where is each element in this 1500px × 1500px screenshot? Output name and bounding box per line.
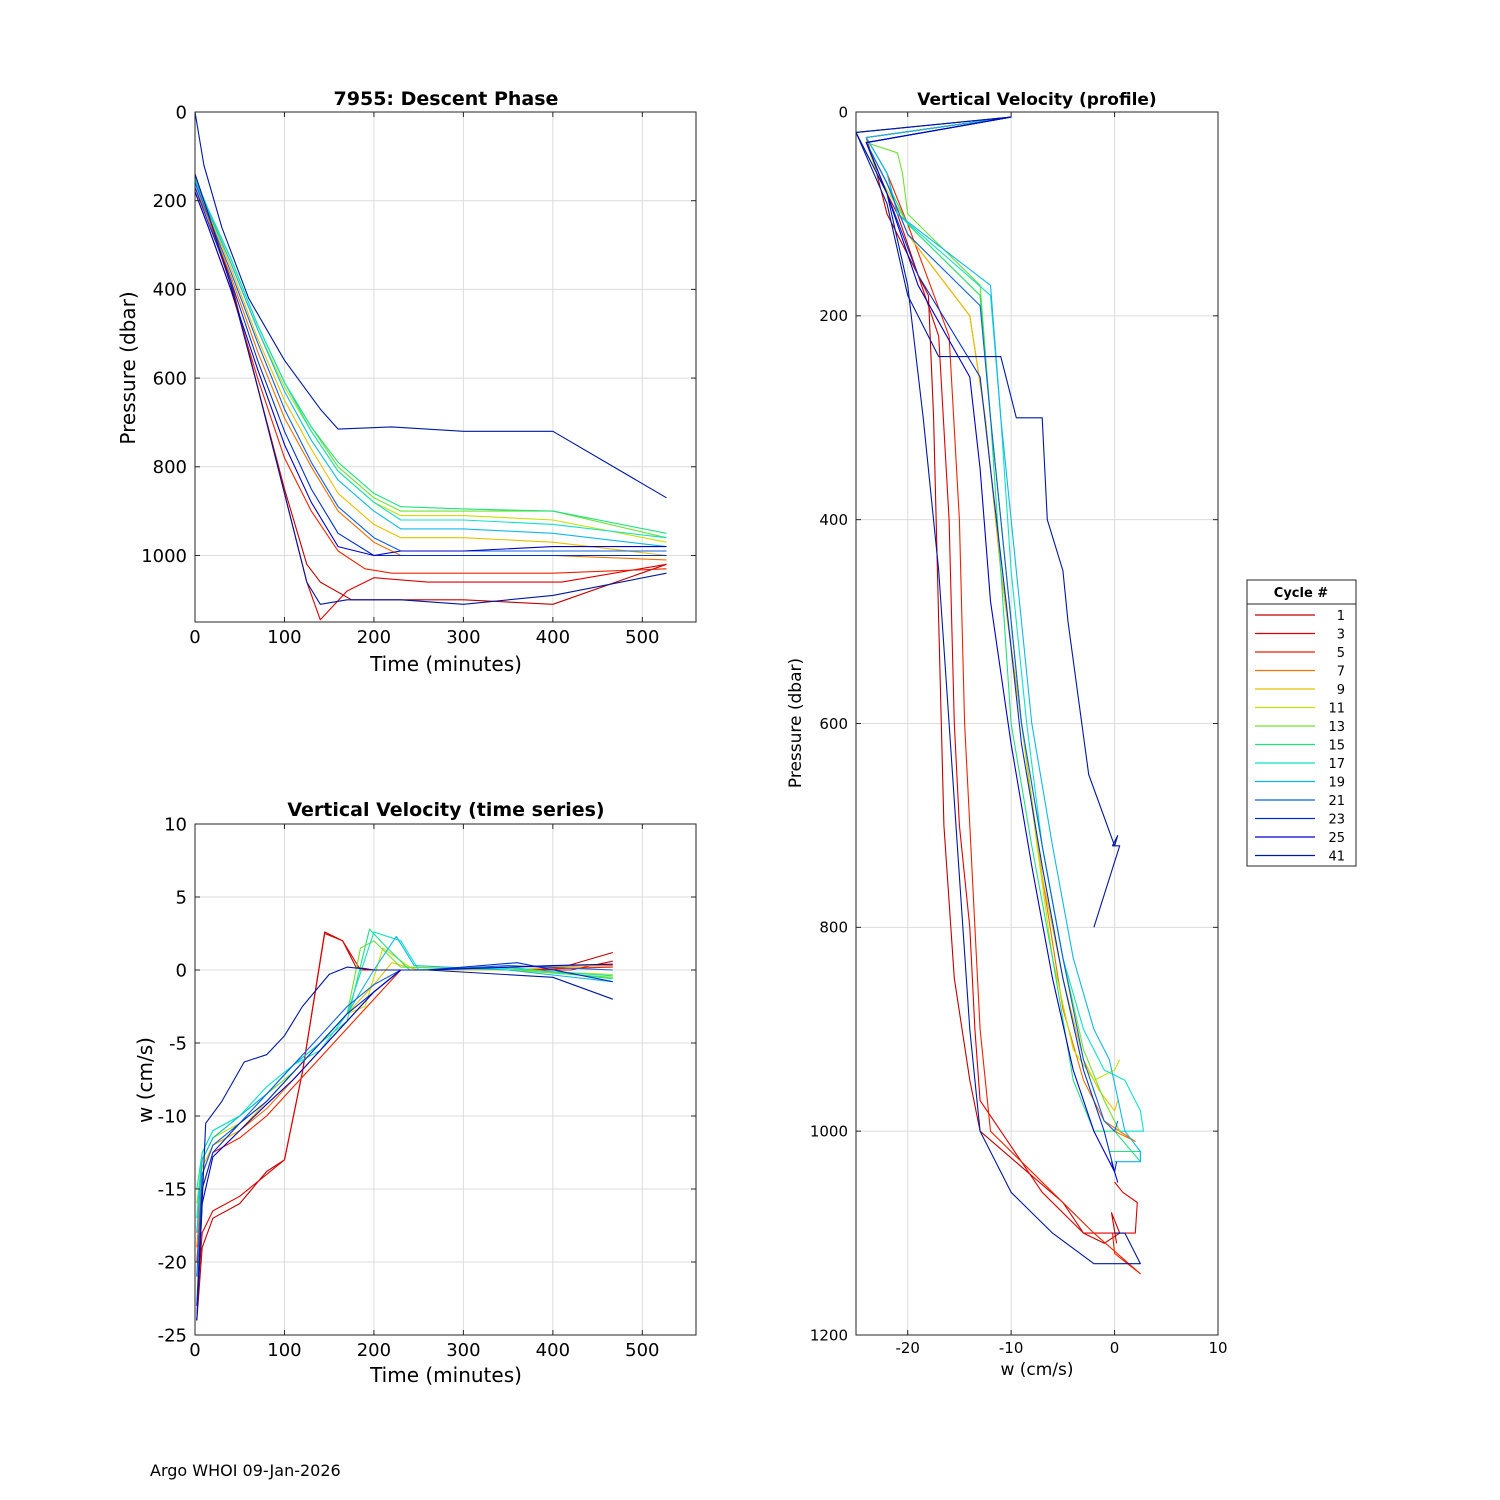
wtime-ytick-label: -25	[158, 1325, 187, 1346]
wprofile-xtick-label: 0	[1110, 1339, 1120, 1357]
descent-xtick-label: 400	[536, 627, 570, 648]
wprofile-title: Vertical Velocity (profile)	[917, 90, 1156, 110]
wprofile-series-line-cycle-15	[865, 116, 1141, 1163]
descent-xtick-label: 200	[357, 627, 391, 648]
wtime-ytick-label: 5	[176, 887, 187, 908]
legend-label-cycle-41: 41	[1328, 850, 1345, 865]
descent-series-line-cycle-23	[194, 187, 667, 557]
descent-series-line-cycle-41	[194, 173, 667, 605]
descent-series-line-cycle-9	[194, 182, 667, 557]
wtime-xtick-label: 400	[536, 1340, 570, 1361]
wtime-plot-area	[195, 824, 696, 1335]
descent-chart: 7955: Descent Phase 0 100 200 300 400 500 0 20…	[116, 88, 697, 676]
footer-credit: Argo WHOI 09-Jan-2026	[150, 1461, 341, 1480]
descent-ytick-label: 200	[153, 191, 187, 212]
legend-title: Cycle #	[1274, 586, 1329, 601]
descent-y-ticks: 0 200 400 600 800 1000	[141, 102, 696, 567]
wprofile-y-ticks: 0 200 400 600 800 1000 1200	[810, 103, 1218, 1344]
wprofile-ytick-label: 600	[819, 715, 848, 733]
wprofile-series-line-cycle-25	[865, 116, 1119, 1183]
descent-xlabel: Time (minutes)	[369, 652, 522, 676]
wtime-ytick-label: 10	[164, 814, 187, 835]
wtime-series-line-cycle-41	[196, 966, 613, 1321]
descent-xtick-label: 500	[625, 627, 659, 648]
wtime-axes-frame	[194, 823, 697, 1336]
wtime-xlabel: Time (minutes)	[369, 1363, 522, 1387]
wprofile-ytick-label: 0	[838, 103, 848, 121]
wtime-ytick-label: -15	[158, 1179, 187, 1200]
descent-series-line-cycle-41b	[194, 111, 667, 499]
descent-ytick-label: 400	[153, 280, 187, 301]
wprofile-series-line-cycle-41b	[855, 116, 1121, 928]
wtime-ytick-label: -5	[169, 1033, 187, 1054]
legend-label-cycle-11: 11	[1328, 702, 1345, 717]
descent-ytick-label: 800	[153, 457, 187, 478]
descent-series-line-cycle-21	[194, 182, 667, 552]
wprofile-series-line-cycle-3	[865, 116, 1138, 1234]
wprofile-ytick-label: 200	[819, 307, 848, 325]
wtime-xtick-label: 500	[625, 1340, 659, 1361]
descent-series	[194, 111, 667, 621]
wprofile-series-line-cycle-19	[865, 116, 1141, 1163]
wprofile-series-line-cycle-41	[855, 116, 1141, 1265]
wtime-ylabel: w (cm/s)	[133, 1037, 157, 1123]
wprofile-ytick-label: 400	[819, 511, 848, 529]
wprofile-ytick-label: 800	[819, 919, 848, 937]
wprofile-series-line-cycle-21	[865, 116, 1119, 1132]
wprofile-xtick-label: -20	[895, 1339, 920, 1357]
descent-ytick-label: 1000	[141, 546, 187, 567]
descent-xtick-label: 100	[267, 627, 301, 648]
descent-xtick-label: 300	[446, 627, 480, 648]
legend-label-cycle-3: 3	[1337, 628, 1345, 643]
legend-label-cycle-21: 21	[1328, 794, 1345, 809]
legend-label-cycle-17: 17	[1328, 757, 1345, 772]
wprofile-chart: Vertical Velocity (profile) -20 -10 0 10 0 2…	[786, 90, 1228, 1380]
descent-series-line-cycle-17	[194, 178, 667, 539]
legend-label-cycle-9: 9	[1337, 683, 1345, 698]
wtime-ytick-label: -20	[158, 1252, 187, 1273]
legend-label-cycle-7: 7	[1337, 665, 1345, 680]
wprofile-ytick-label: 1200	[810, 1326, 848, 1344]
wtime-series	[196, 928, 613, 1321]
wprofile-series	[855, 116, 1145, 1275]
descent-title: 7955: Descent Phase	[334, 88, 559, 110]
wtime-ytick-label: -10	[158, 1106, 187, 1127]
descent-ytick-label: 600	[153, 368, 187, 389]
wprofile-xlabel: w (cm/s)	[1000, 1360, 1073, 1380]
descent-x-ticks: 0 100 200 300 400 500	[189, 112, 660, 648]
wprofile-ytick-label: 1000	[810, 1122, 848, 1140]
wprofile-ylabel: Pressure (dbar)	[786, 658, 806, 788]
wprofile-series-line-cycle-5	[865, 116, 1141, 1275]
legend-label-cycle-5: 5	[1337, 646, 1345, 661]
wtime-xtick-label: 200	[357, 1340, 391, 1361]
wtime-y-ticks: 10 5 0 -5 -10 -15 -20 -25	[158, 814, 696, 1346]
legend-label-cycle-13: 13	[1328, 720, 1345, 735]
wtime-x-ticks: 0 100 200 300 400 500	[189, 824, 660, 1361]
descent-series-line-cycle-19	[194, 180, 667, 548]
descent-ytick-label: 0	[176, 102, 187, 123]
wtime-xtick-label: 100	[267, 1340, 301, 1361]
descent-xtick-label: 0	[189, 627, 200, 648]
legend-label-cycle-25: 25	[1328, 831, 1345, 846]
wtime-ytick-label: 0	[176, 960, 187, 981]
wtime-xtick-label: 300	[446, 1340, 480, 1361]
wtime-chart: Vertical Velocity (time series) 0 100 200 3…	[133, 799, 697, 1387]
legend-label-cycle-1: 1	[1337, 609, 1345, 624]
descent-series-line-cycle-25	[194, 191, 667, 557]
wtime-xtick-label: 0	[189, 1340, 200, 1361]
descent-plot-area	[195, 112, 696, 622]
descent-axes-frame	[194, 111, 697, 623]
legend-label-cycle-19: 19	[1328, 776, 1345, 791]
wprofile-x-ticks: -20 -10 0 10	[895, 112, 1228, 1357]
legend-label-cycle-23: 23	[1328, 813, 1345, 828]
wprofile-xtick-label: 10	[1208, 1339, 1227, 1357]
legend-label-cycle-15: 15	[1328, 739, 1345, 754]
descent-ylabel: Pressure (dbar)	[116, 291, 140, 444]
wtime-title: Vertical Velocity (time series)	[287, 799, 604, 821]
wprofile-series-line-cycle-1	[865, 116, 1121, 1244]
wprofile-xtick-label: -10	[999, 1339, 1024, 1357]
